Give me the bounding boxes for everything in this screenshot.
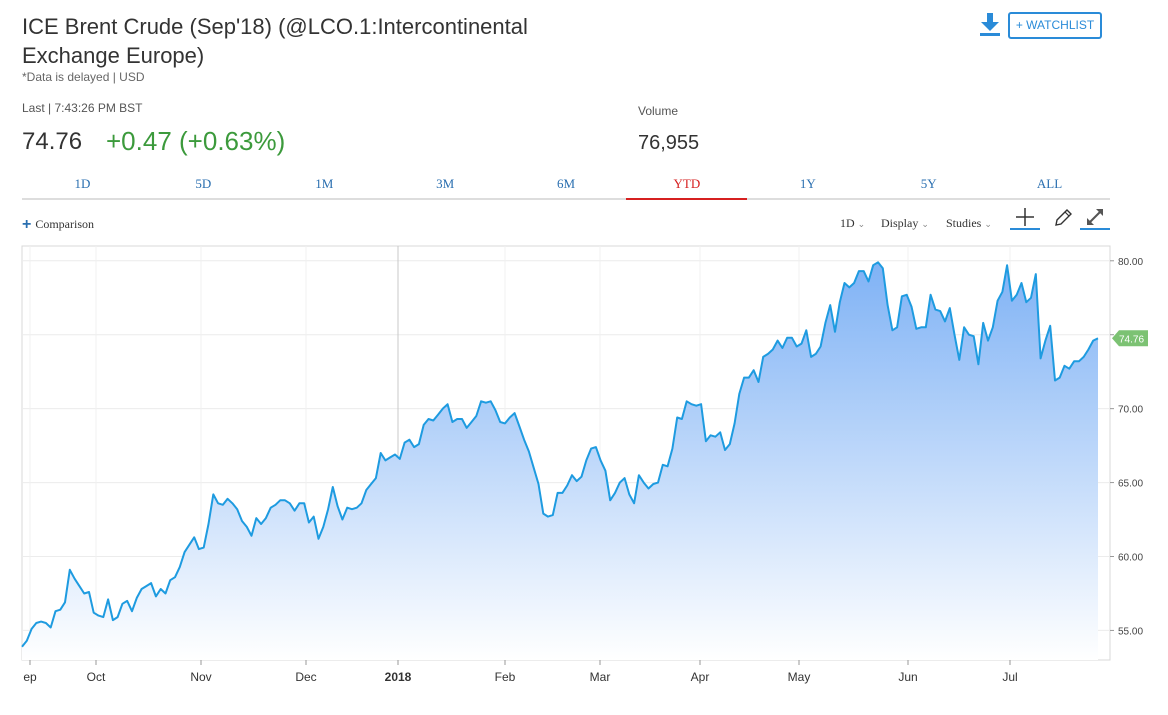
x-tick-label: May xyxy=(788,670,811,684)
tab-1m[interactable]: 1M xyxy=(315,176,334,191)
x-tick-label: 2018 xyxy=(385,670,412,684)
tab-5d[interactable]: 5D xyxy=(195,176,212,191)
price-chart[interactable]: 55.0060.0065.0070.0075.0080.00epOctNovDe… xyxy=(0,240,1168,715)
y-tick-label: 70.00 xyxy=(1118,405,1143,416)
crosshair-icon[interactable] xyxy=(1010,206,1040,230)
pencil-icon[interactable] xyxy=(1046,206,1076,228)
x-tick-label: Mar xyxy=(590,670,611,684)
price-change: +0.47 (+0.63%) xyxy=(106,126,286,156)
y-tick-label: 55.00 xyxy=(1118,626,1143,637)
tab-3m[interactable]: 3M xyxy=(436,176,455,191)
tab-6m[interactable]: 6M xyxy=(556,176,576,191)
x-tick-label: Dec xyxy=(295,670,316,684)
chevron-down-icon: ⌄ xyxy=(984,219,992,229)
comparison-label: Comparison xyxy=(35,217,95,231)
price-line xyxy=(21,261,1099,648)
studies-dropdown[interactable]: Studies ⌄ xyxy=(946,216,992,231)
x-tick-label: Apr xyxy=(691,670,710,684)
plus-icon: + xyxy=(22,216,32,233)
volume-value: 76,955 xyxy=(638,132,700,154)
display-dropdown[interactable]: Display ⌄ xyxy=(881,216,929,231)
last-price: 74.76 xyxy=(22,128,83,155)
expand-icon[interactable] xyxy=(1080,206,1110,230)
tab-1d[interactable]: 1D xyxy=(74,176,91,191)
y-tick-label: 60.00 xyxy=(1118,553,1143,564)
x-tick-label: Jun xyxy=(898,670,917,684)
chevron-down-icon: ⌄ xyxy=(921,219,929,229)
interval-label: 1D xyxy=(840,216,855,230)
data-delay-note: *Data is delayed | USD xyxy=(22,70,145,84)
last-value-label: 74.76 xyxy=(1119,334,1144,345)
range-tabs: 1D 5D 1M 3M 6M YTD 1Y 5Y ALL xyxy=(22,176,1110,200)
tab-5y[interactable]: 5Y xyxy=(920,176,937,191)
y-tick-label: 65.00 xyxy=(1118,479,1143,490)
x-tick-label: Feb xyxy=(495,670,516,684)
display-label: Display xyxy=(881,216,919,230)
chart-toolbar: + Comparison 1D ⌄ Display ⌄ Studies ⌄ xyxy=(22,208,1110,234)
x-tick-label: Oct xyxy=(87,670,106,684)
tab-ytd[interactable]: YTD xyxy=(626,176,748,200)
x-tick-label: ep xyxy=(23,670,37,684)
x-tick-label: Nov xyxy=(190,670,211,684)
interval-dropdown[interactable]: 1D ⌄ xyxy=(840,216,865,231)
chevron-down-icon: ⌄ xyxy=(857,219,866,229)
price-area xyxy=(22,262,1098,660)
volume-label: Volume xyxy=(638,104,679,118)
watchlist-button[interactable]: + WATCHLIST xyxy=(1008,12,1102,39)
tab-1y[interactable]: 1Y xyxy=(799,176,816,191)
last-trade-label: Last | 7:43:26 PM BST xyxy=(22,101,143,115)
download-icon[interactable] xyxy=(978,12,1002,38)
last-value-tag xyxy=(1112,330,1148,347)
comparison-button[interactable]: + Comparison xyxy=(22,216,94,234)
x-tick-label: Jul xyxy=(1002,670,1017,684)
tab-all[interactable]: ALL xyxy=(1036,176,1063,191)
studies-label: Studies xyxy=(946,216,982,230)
y-tick-label: 80.00 xyxy=(1118,257,1143,268)
page-title: ICE Brent Crude (Sep'18) (@LCO.1:Interco… xyxy=(22,14,528,68)
